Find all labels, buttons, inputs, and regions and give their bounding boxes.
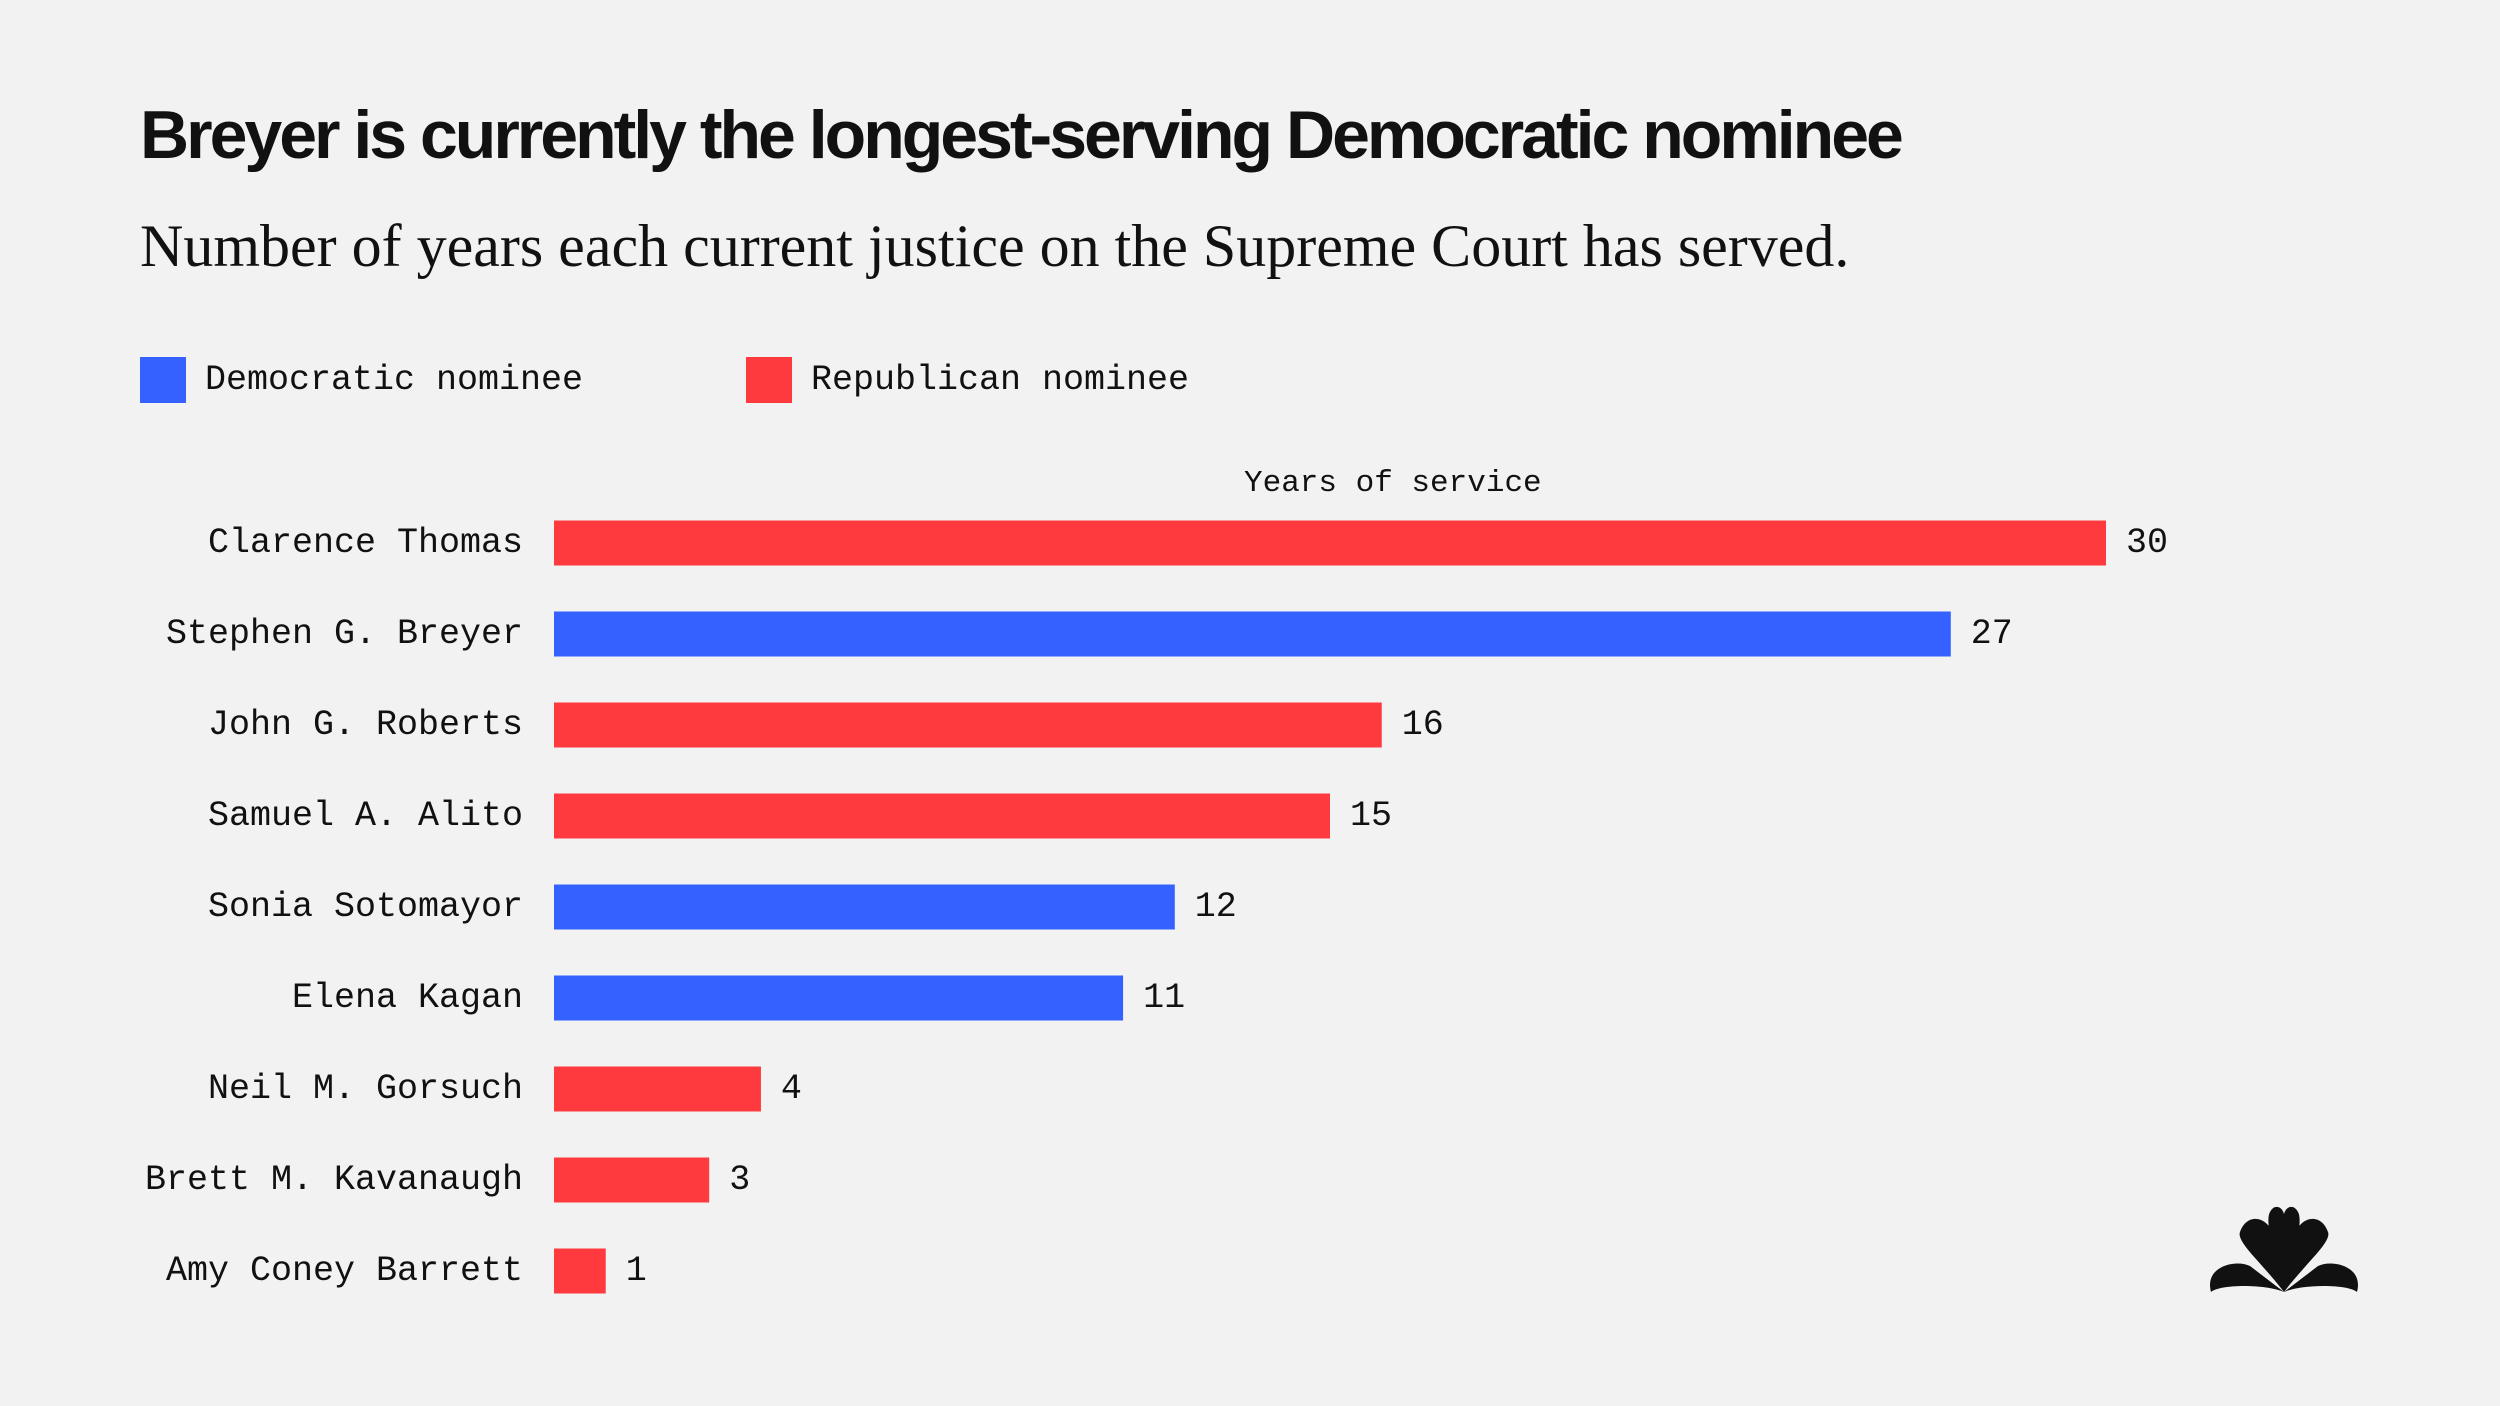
bar-amy-coney-barrett: [554, 1248, 606, 1294]
x-axis-title: Years of service: [1244, 466, 1542, 501]
bar-clarence-thomas: [554, 520, 2106, 566]
category-label-clarence-thomas: Clarence Thomas: [208, 523, 523, 563]
bar-stephen-g-breyer: [554, 611, 1951, 657]
legend-swatch-democratic: [140, 357, 186, 403]
category-label-john-g-roberts: John G. Roberts: [208, 705, 523, 745]
value-label-samuel-a-alito: 15: [1350, 796, 1392, 836]
bar-elena-kagan: [554, 975, 1124, 1021]
category-label-neil-m-gorsuch: Neil M. Gorsuch: [208, 1069, 523, 1109]
bar-neil-m-gorsuch: [554, 1066, 761, 1112]
value-label-sonia-sotomayor: 12: [1195, 887, 1237, 927]
category-label-elena-kagan: Elena Kagan: [292, 978, 523, 1018]
nbc-peacock-icon: [2210, 1206, 2358, 1292]
legend-label-democratic: Democratic nominee: [205, 360, 584, 400]
bar-john-g-roberts: [554, 702, 1382, 748]
category-label-amy-coney-barrett: Amy Coney Barrett: [166, 1251, 523, 1291]
legend-swatch-republican: [746, 357, 792, 403]
value-label-stephen-g-breyer: 27: [1971, 614, 2013, 654]
bar-samuel-a-alito: [554, 793, 1330, 839]
bar-brett-m-kavanaugh: [554, 1157, 710, 1203]
bar-sonia-sotomayor: [554, 884, 1175, 930]
value-label-amy-coney-barrett: 1: [626, 1251, 647, 1291]
category-label-sonia-sotomayor: Sonia Sotomayor: [208, 887, 523, 927]
category-label-samuel-a-alito: Samuel A. Alito: [208, 796, 523, 836]
chart-title: Breyer is currently the longest-serving …: [140, 97, 1904, 173]
value-label-clarence-thomas: 30: [2126, 523, 2168, 563]
value-label-brett-m-kavanaugh: 3: [729, 1160, 750, 1200]
category-label-brett-m-kavanaugh: Brett M. Kavanaugh: [145, 1160, 523, 1200]
value-label-neil-m-gorsuch: 4: [781, 1069, 802, 1109]
category-label-stephen-g-breyer: Stephen G. Breyer: [166, 614, 523, 654]
chart-subtitle: Number of years each current justice on …: [140, 213, 1850, 279]
legend-label-republican: Republican nominee: [811, 360, 1190, 400]
value-label-elena-kagan: 11: [1143, 978, 1185, 1018]
value-label-john-g-roberts: 16: [1402, 705, 1444, 745]
